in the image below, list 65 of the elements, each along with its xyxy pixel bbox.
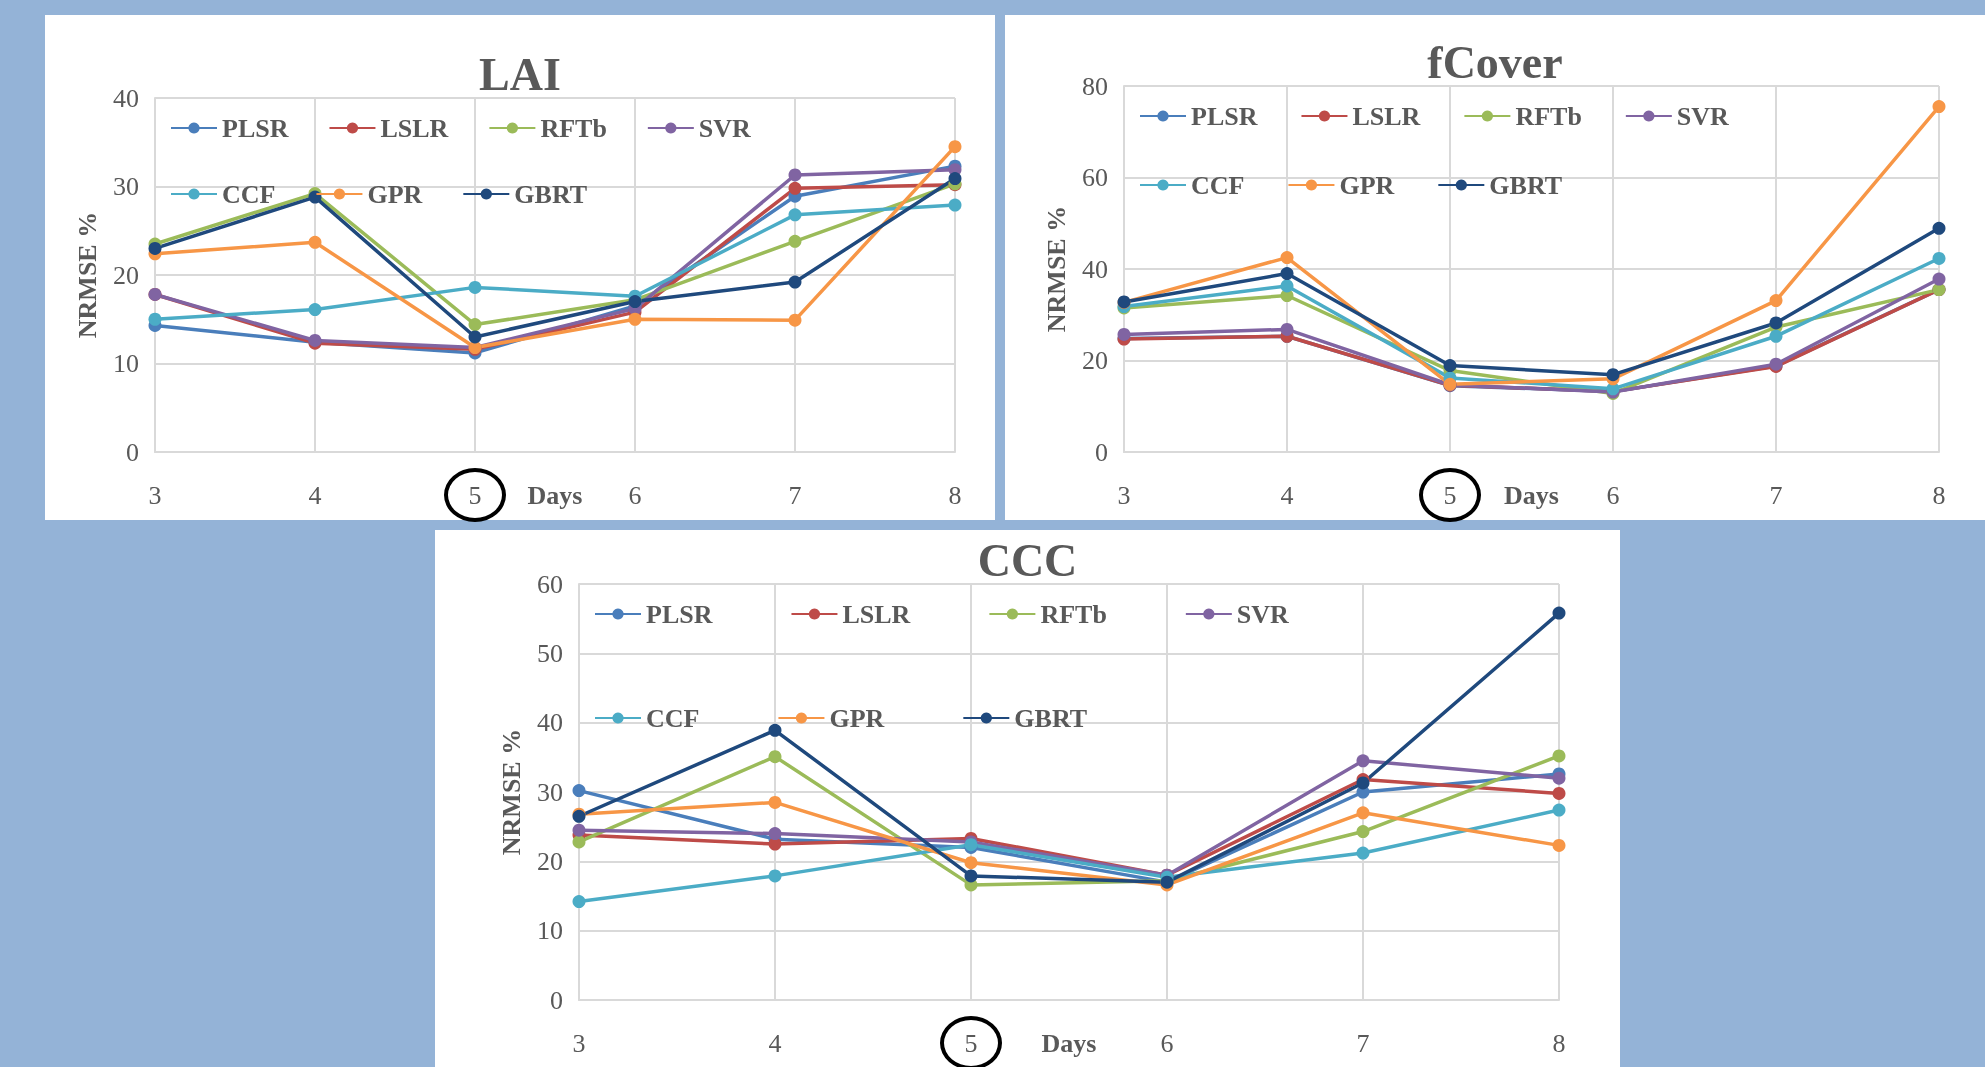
x-axis-title: Days — [527, 480, 583, 510]
legend-label: GBRT — [514, 179, 588, 209]
y-tick-label: 80 — [1082, 71, 1108, 101]
y-tick-label: 30 — [537, 777, 563, 807]
y-tick-label: 60 — [1082, 163, 1108, 192]
x-tick-label: 5 — [964, 1028, 978, 1058]
legend-label: SVR — [1676, 101, 1730, 131]
x-tick-label: 8 — [1932, 480, 1946, 510]
x-tick-label: 3 — [148, 480, 162, 510]
legend-label: GBRT — [1489, 170, 1563, 200]
y-tick-label: 40 — [113, 83, 139, 113]
y-tick-label: 0 — [126, 437, 139, 467]
chart-title: LAI — [479, 48, 561, 100]
y-tick-label: 30 — [113, 172, 139, 201]
legend-label: GBRT — [1014, 703, 1088, 733]
legend-label: CCF — [646, 703, 700, 733]
legend-label: PLSR — [646, 599, 713, 629]
y-tick-label: 40 — [537, 708, 563, 738]
x-tick-label: 8 — [1552, 1028, 1566, 1058]
legend-label: RFTb — [1515, 101, 1582, 131]
x-tick-label: 5 — [1443, 480, 1457, 510]
chart-title: fCover — [1427, 36, 1563, 88]
legend-label: LSLR — [842, 599, 911, 629]
y-tick-label: 20 — [1082, 346, 1108, 375]
x-tick-label: 7 — [1769, 480, 1783, 510]
x-tick-label: 3 — [572, 1028, 586, 1058]
y-tick-label: 0 — [1095, 437, 1108, 467]
legend-label: SVR — [698, 113, 752, 143]
chart-title: CCC — [977, 534, 1078, 586]
legend-label: PLSR — [1191, 101, 1258, 131]
y-tick-label: 40 — [1082, 254, 1108, 284]
y-axis-title: NRMSE % — [72, 211, 102, 339]
x-tick-label: 6 — [1160, 1028, 1174, 1058]
legend-label: CCF — [1191, 170, 1245, 200]
legend-label: PLSR — [222, 113, 289, 143]
x-tick-label: 3 — [1117, 480, 1131, 510]
legend-label: RFTb — [1040, 599, 1107, 629]
legend-label: GPR — [829, 703, 885, 733]
x-tick-label: 7 — [1356, 1028, 1370, 1058]
y-axis-title: NRMSE % — [496, 728, 526, 856]
legend-label: SVR — [1236, 599, 1290, 629]
x-tick-label: 6 — [628, 480, 642, 510]
x-axis-title: Days — [1504, 480, 1559, 510]
legend-label: LSLR — [1352, 101, 1421, 131]
x-tick-label: 8 — [948, 480, 962, 510]
legend-label: CCF — [222, 179, 276, 209]
legend-label: GPR — [1339, 170, 1395, 200]
x-tick-label: 4 — [308, 480, 322, 510]
y-tick-label: 20 — [537, 846, 563, 876]
x-tick-label: 7 — [788, 480, 802, 510]
y-tick-label: 10 — [537, 916, 563, 946]
y-axis-title: NRMSE % — [1041, 205, 1071, 333]
x-tick-label: 4 — [768, 1028, 782, 1058]
x-tick-label: 4 — [1280, 480, 1294, 510]
x-tick-label: 5 — [468, 480, 482, 510]
y-tick-label: 10 — [113, 349, 139, 378]
legend-label: RFTb — [540, 113, 607, 143]
y-tick-label: 50 — [537, 638, 563, 668]
x-axis-title: Days — [1041, 1028, 1097, 1058]
y-tick-label: 0 — [550, 985, 563, 1015]
x-tick-label: 6 — [1606, 480, 1620, 510]
y-tick-label: 60 — [537, 569, 563, 599]
y-tick-label: 20 — [113, 260, 139, 290]
legend-label: GPR — [367, 179, 423, 209]
legend-label: LSLR — [380, 113, 449, 143]
